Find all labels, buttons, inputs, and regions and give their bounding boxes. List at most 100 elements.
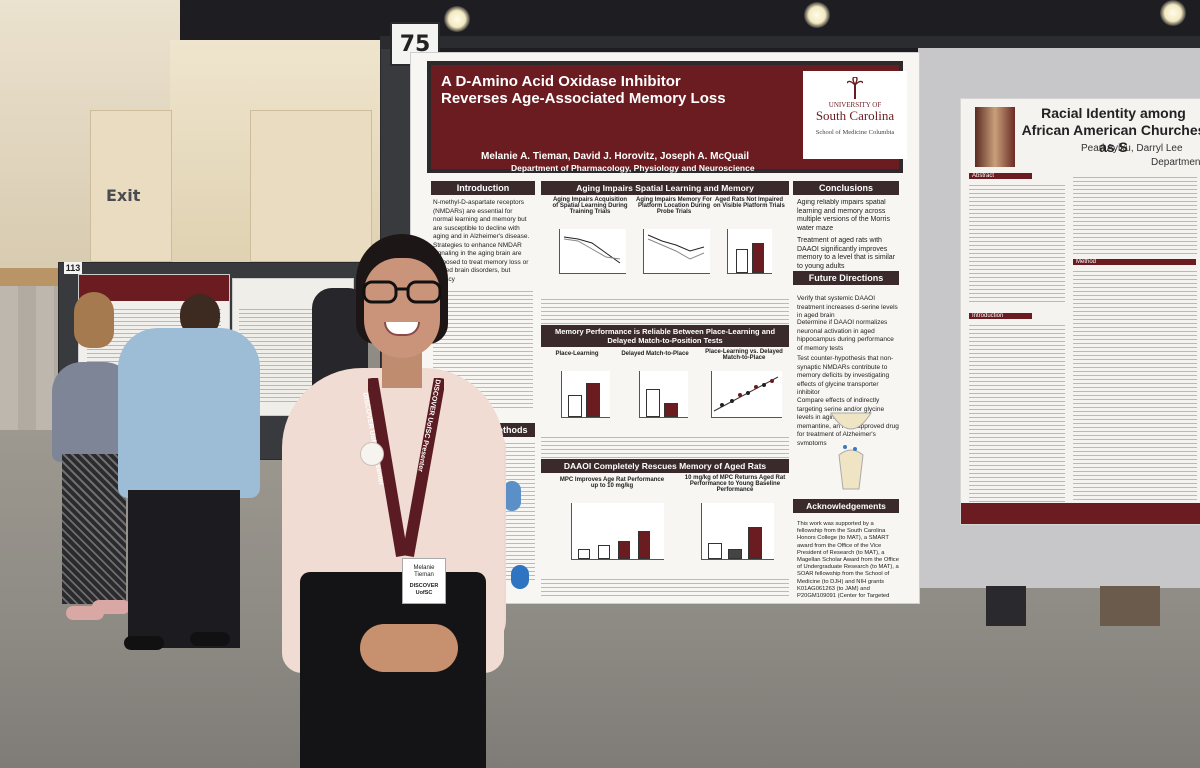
poster-header: A D-Amino Acid Oxidase Inhibitor Reverse… [427,61,907,173]
bg-woman-pants [62,454,126,604]
graph-7-bar-3 [618,541,630,559]
bg-man-shoe [124,636,164,650]
graph-8 [701,503,774,560]
wall-panel [250,110,372,262]
poster-header-band: A D-Amino Acid Oxidase Inhibitor Reverse… [431,65,907,173]
right-poster-footer [961,503,1200,524]
figure-2-caption [541,437,789,459]
graph-7-bar-0 [578,549,590,559]
logo-university-prefix: UNIVERSITY OF [828,101,882,109]
graph-4-bar-aged [586,383,600,417]
poster-title: A D-Amino Acid Oxidase Inhibitor Reverse… [441,73,726,107]
graph-7-title: MPC Improves Age Rat Performance up to 1… [559,477,665,489]
right-poster-authors: Pearl Ayiku, Darryl Lee [1081,143,1183,154]
university-logo: UNIVERSITY OF South Carolina School of M… [803,71,907,159]
ceiling-light [444,6,470,32]
right-poster: Racial Identity among African American C… [960,98,1200,525]
right-poster-method-head: Method [1073,259,1196,265]
graph-4-title: Place-Learning [555,351,599,357]
right-poster-title: Racial Identity among African American C… [1021,105,1200,155]
graph-3-bar-young [736,249,748,273]
right-poster-department: Department [1151,157,1200,168]
graph-5-title: Delayed Match-to-Place [621,351,689,357]
acknowledgements-text: This work was supported by a fellowship … [797,521,899,599]
synapse-diagram [830,412,872,490]
graph-6 [711,371,782,418]
right-poster-photo [975,107,1015,167]
ceiling-light [1160,0,1186,26]
graph-7-bar-1 [598,545,610,559]
poster-department: Department of Pharmacology, Physiology a… [511,163,755,173]
right-poster-intro-head: Introduction [969,313,1032,319]
conclusion-1: Aging reliably impairs spatial learning … [797,199,890,232]
bg-man-shoe [190,632,230,646]
graph-1-lines [563,236,621,264]
exit-sign: Exit [106,186,141,205]
graph-2-lines [647,234,705,260]
logo-university-name: South Carolina [815,108,895,123]
presenter-face [364,258,440,358]
presenter-button-pin [360,442,384,466]
right-poster-abstract-head: Abstract [969,173,1032,179]
bg-person-shoes-right [1100,586,1160,626]
graph-7 [571,503,664,560]
graph-8-bar-young [708,543,722,559]
future-heading: Future Directions [793,271,899,285]
right-poster-col2 [1073,177,1197,257]
methods-image-2 [511,565,529,589]
right-board-top [380,36,1200,48]
badge-first-name: Melanie [413,565,435,571]
graph-8-title: 10 mg/kg of MPC Returns Aged Rat Perform… [684,475,786,493]
graph-8-bar-aged [728,549,742,559]
acknowledgements-heading: Acknowledgements [793,499,899,513]
future-2: Determine if DAAOI normalizes neuronal a… [797,319,894,352]
name-badge: Melanie Tieman DISCOVER UofSC [402,558,446,604]
graph-3 [727,229,772,274]
graph-2 [643,229,710,274]
glasses-icon [362,280,442,304]
intro-heading: Introduction [431,181,535,195]
bg-person-legs-right [986,586,1026,626]
graph-7-bar-10 [638,531,650,559]
graph-4 [561,371,610,418]
bg-woman-shoe [92,600,130,614]
figure-3-caption [541,579,789,597]
right-poster-method [1073,271,1197,501]
graph-3-title: Aged Rats Not Impaired on Visible Platfo… [713,197,785,209]
graph-6-scatter [713,376,779,412]
booth-number-left: 113 [64,262,82,274]
graph-5-bar-young [646,389,660,417]
conclusion-2: Treatment of aged rats with DAAOI signif… [797,237,896,270]
right-poster-abstract [969,185,1065,305]
wall-panel [90,110,172,262]
graph-5 [639,371,688,418]
graph-1-title: Aging Impairs Acquisition of Spatial Lea… [552,197,628,215]
badge-brand: DISCOVER UofSC [409,583,439,596]
logo-school: School of Medicine Columbia [815,129,895,136]
graph-1 [559,229,626,274]
graph-3-bar-aged [752,243,764,273]
memory-heading: Memory Performance is Reliable Between P… [541,325,789,347]
graph-8-bar-daaoi [748,527,762,559]
poster-authors: Melanie A. Tieman, David J. Horovitz, Jo… [481,151,750,162]
presenter-hands [360,624,458,672]
palmetto-icon [847,77,863,99]
bg-man-shirt [118,328,260,498]
future-1: Verify that systemic DAAOI treatment inc… [797,295,898,319]
graph-5-bar-aged [664,403,678,417]
bg-man-pants [128,490,240,648]
graph-4-bar-young [568,395,582,417]
daao-heading: DAAOI Completely Rescues Memory of Aged … [541,459,789,473]
main-poster: A D-Amino Acid Oxidase Inhibitor Reverse… [410,52,920,604]
graph-2-title: Aging Impairs Memory For Platform Locati… [635,197,712,215]
figure-1-caption [541,299,789,325]
bg-woman-head [74,292,114,348]
graph-6-title: Place-Learning vs. Delayed Match-to-Plac… [705,349,783,361]
conclusions-heading: Conclusions [793,181,899,195]
future-3: Test counter-hypothesis that non-synapti… [797,355,894,396]
badge-last-name: Tieman [414,572,434,578]
ceiling-light [804,2,830,28]
lanyard [368,378,444,558]
methods-image [503,481,521,511]
intro-text: N-methyl-D-aspartate receptors (NMDARs) … [433,199,530,283]
